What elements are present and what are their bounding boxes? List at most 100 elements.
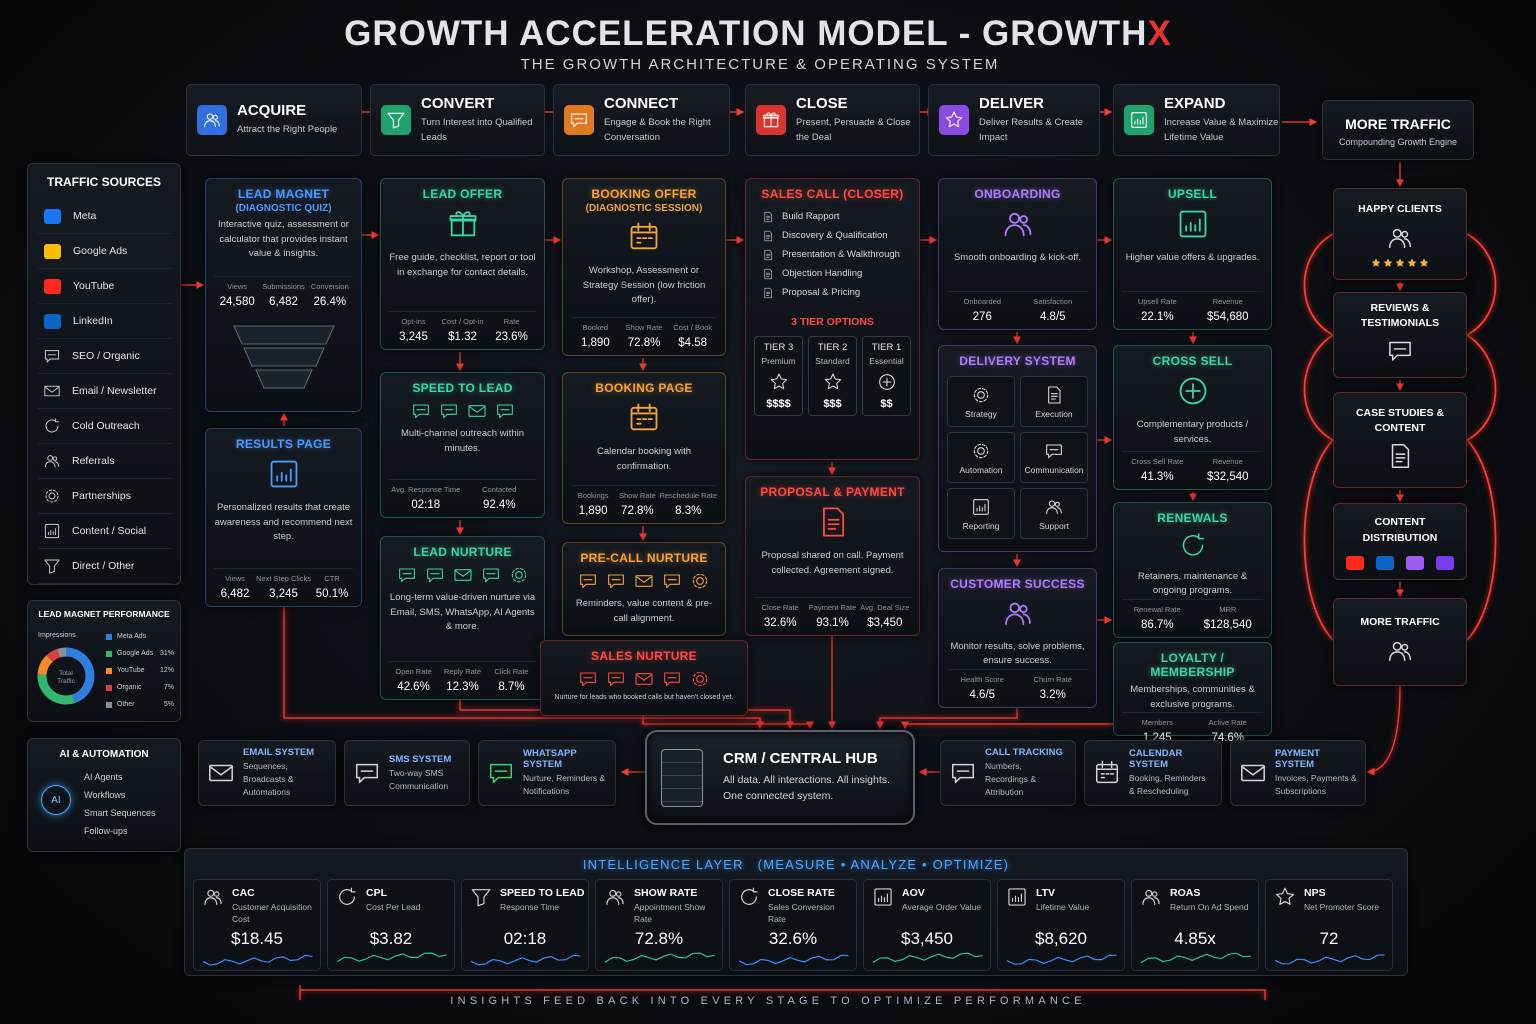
check-item: Objection Handling (782, 268, 863, 279)
metric-label: Opt-ins (401, 317, 426, 326)
metrics: Views 24,580 Submissions 6,482 Conversion 26.… (214, 276, 353, 308)
metric-label: Click Rate (494, 667, 529, 676)
icon-part (1389, 342, 1411, 362)
tier-price: $$ (880, 398, 893, 410)
donut-segment (57, 647, 67, 658)
card: BOOKING PAGE Calendar booking with confir… (562, 372, 726, 524)
stage: EXPAND Increase Value & Maximize Lifetime… (1113, 84, 1280, 156)
card: CONTENT DISTRIBUTION (1333, 503, 1467, 580)
icon-part (1050, 392, 1058, 400)
check-row: Build Rapport (754, 207, 911, 226)
metric-label: Show Rate (625, 323, 663, 332)
metric-label: Onboarded (963, 297, 1002, 306)
src-row: Direct / Other (38, 549, 172, 584)
icon (1391, 444, 1410, 469)
metric: Conversion 26.4% (307, 282, 353, 308)
icon (355, 763, 379, 784)
legend-swatch (106, 667, 112, 674)
icon-part (580, 672, 596, 687)
metric-label: Avg. Response Time (391, 485, 461, 494)
channel-logo (1376, 555, 1394, 570)
icon-part (1131, 112, 1147, 128)
icon (440, 404, 457, 419)
src-row: Email / Newsletter (38, 374, 172, 409)
stage-icon (1124, 105, 1154, 135)
kpi-name: CLOSE RATE (768, 887, 835, 899)
sparkline-line (1007, 954, 1117, 965)
legend-row: YouTube 12% (106, 667, 174, 674)
metric-label: Cross Sell Rate (1131, 457, 1184, 466)
icon-part (467, 405, 486, 417)
icon-part (482, 568, 499, 583)
sys-text: PAYMENT SYSTEM Invoices, Payments & Subsc… (1275, 748, 1357, 798)
icon (606, 889, 624, 905)
metrics: Booked 1,890 Show Rate 72.8% Cost / Book $4.5… (571, 317, 717, 349)
icon (1004, 602, 1031, 626)
icon (1419, 258, 1429, 267)
stage-desc: Present, Persuade & Close the Deal (796, 117, 911, 143)
metric-value: 12.3% (446, 681, 479, 693)
src-row: LinkedIn (38, 304, 172, 339)
card: BOOKING OFFER (DIAGNOSTIC SESSION) Worksho… (562, 178, 726, 356)
kpi-name: SHOW RATE (634, 887, 698, 899)
metric-value: 42.6% (397, 681, 430, 693)
metric-label: Members (1141, 718, 1173, 728)
legend-row: Meta Ads (106, 633, 174, 640)
icon (204, 113, 220, 128)
box: LEAD MAGNET PERFORMANCE Impressions Meta A… (27, 600, 181, 722)
icon (1046, 443, 1062, 458)
metric-value: 50.1% (315, 588, 349, 600)
icon-part (1395, 453, 1406, 463)
sys-desc: Sequences, Broadcasts & Automations (243, 761, 294, 797)
icon-part (881, 377, 892, 387)
metric-label: Open Rate (395, 667, 432, 676)
sys-desc: Booking, Reminders & Rescheduling (1129, 773, 1206, 796)
kpi-name: ROAS (1170, 887, 1201, 899)
icon-part (1179, 377, 1206, 405)
loop-title: CASE STUDIES & CONTENT (1355, 406, 1445, 434)
icon (45, 418, 60, 433)
icon-part (1018, 604, 1028, 614)
card-title: RESULTS PAGE (235, 437, 332, 451)
kpi-desc: Lifetime Value (1036, 902, 1090, 912)
sys-title: SMS SYSTEM (389, 753, 452, 765)
metric-value: $1.32 (448, 331, 477, 343)
source-name: Meta (73, 210, 97, 222)
metric: Renewal Rate 86.7% (1122, 605, 1193, 631)
src-row: Content / Social (38, 514, 172, 549)
icon (511, 567, 526, 583)
stars (1371, 258, 1429, 268)
card: SPEED TO LEAD Multi-channel outreach with… (380, 372, 545, 518)
icon-part (52, 456, 58, 461)
tile: Support (1020, 488, 1088, 539)
stage-icon (939, 105, 969, 135)
stage: CONVERT Turn Interest into Qualified Lead… (370, 84, 545, 156)
icon-part (44, 461, 60, 468)
icon (471, 889, 491, 907)
source-name: LinkedIn (73, 315, 113, 327)
src-logo (44, 243, 61, 259)
donut-segment (46, 648, 61, 662)
box: INTELLIGENCE LAYER (MEASURE • ANALYZE • O… (184, 848, 1408, 976)
icon-part (44, 350, 60, 363)
check-row: Objection Handling (754, 264, 911, 283)
icon-part (1184, 218, 1201, 232)
card-title: BOOKING PAGE (595, 381, 693, 395)
icon (608, 672, 624, 687)
icon-part (206, 113, 214, 120)
metric-label: Contacted (482, 485, 517, 494)
metric-value: 41.3% (1140, 471, 1174, 483)
tile: Automation (947, 432, 1015, 483)
metric-label: Revenue (1212, 457, 1243, 466)
icon-part (204, 120, 220, 128)
icon (1142, 889, 1160, 905)
metric-value: 3,245 (269, 588, 298, 600)
hub-text: CRM / CENTRAL HUB All data. All interacti… (723, 750, 908, 805)
icon-part (664, 574, 680, 589)
icon (489, 763, 513, 784)
metric-label: Views (225, 574, 245, 583)
kpi-value: $8,620 (1035, 929, 1087, 948)
icon-part (207, 889, 215, 897)
kpi-desc: Appointment Show Rate (634, 902, 706, 924)
